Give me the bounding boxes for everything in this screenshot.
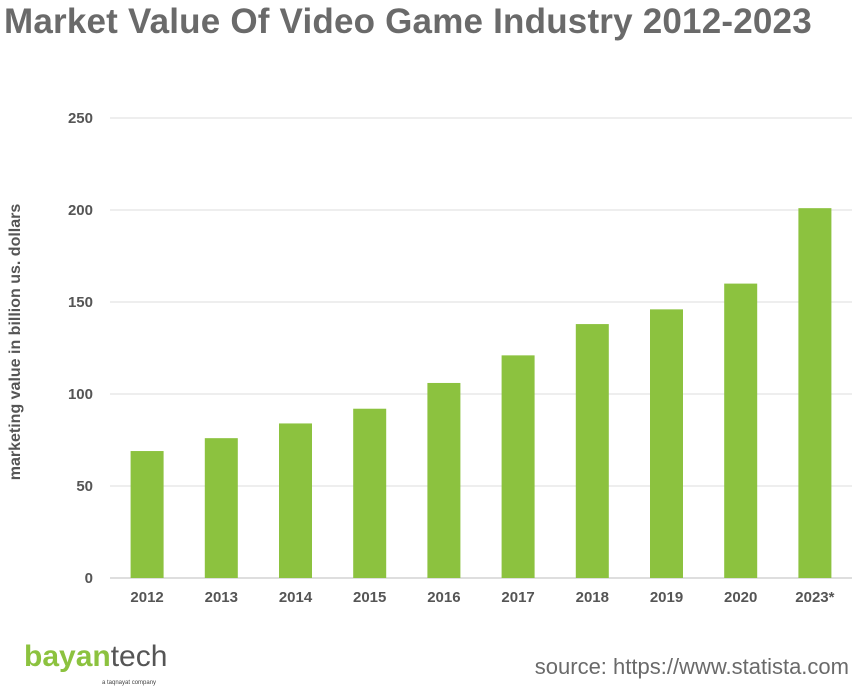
y-tick-label: 50 xyxy=(76,478,93,495)
y-tick-labels: 0 50 100 150 200 250 xyxy=(68,110,93,587)
logo-tagline: a taqnayat company xyxy=(102,680,157,686)
logo-brand-text: bayan xyxy=(24,640,111,673)
x-tick-label: 2019 xyxy=(650,589,683,606)
y-tick-label: 200 xyxy=(68,202,93,219)
bar-2014 xyxy=(279,423,312,578)
source-credit: source: https://www.statista.com xyxy=(534,654,849,679)
bar-2012 xyxy=(130,451,164,578)
bayantech-logo: bayantech a taqnayat company xyxy=(24,642,167,687)
x-tick-label: 2018 xyxy=(576,589,609,606)
bars xyxy=(130,208,832,578)
x-tick-label: 2016 xyxy=(427,589,460,606)
logo-wordmark: bayantech xyxy=(24,642,167,672)
y-axis-label: marketing value in billion us. dollars xyxy=(7,204,24,481)
chart-title: Market Value Of Video Game Industry 2012… xyxy=(4,2,812,41)
y-tick-label: 150 xyxy=(68,294,93,311)
x-tick-labels: 2012 2013 2014 2015 2016 2017 2018 2019 2020 2023… xyxy=(130,589,834,606)
y-tick-label: 100 xyxy=(68,386,93,403)
x-tick-label: 2012 xyxy=(130,589,163,606)
x-tick-label: 2014 xyxy=(279,589,313,606)
bar-2017 xyxy=(501,355,535,578)
logo-rest-text: tech xyxy=(110,640,168,673)
x-tick-label: 2017 xyxy=(501,589,534,606)
x-tick-label: 2013 xyxy=(205,589,238,606)
bar-2018 xyxy=(575,324,609,578)
bar-2016 xyxy=(427,382,461,578)
bar-2015 xyxy=(353,408,387,578)
bar-2013 xyxy=(204,438,238,578)
x-tick-label: 2023* xyxy=(795,589,834,606)
bar-2019 xyxy=(650,309,683,578)
y-tick-label: 0 xyxy=(85,570,93,587)
y-tick-label: 250 xyxy=(68,110,93,127)
x-tick-label: 2015 xyxy=(353,589,386,606)
bar-2020 xyxy=(724,283,758,578)
bar-2023 xyxy=(798,208,832,578)
x-tick-label: 2020 xyxy=(724,589,757,606)
